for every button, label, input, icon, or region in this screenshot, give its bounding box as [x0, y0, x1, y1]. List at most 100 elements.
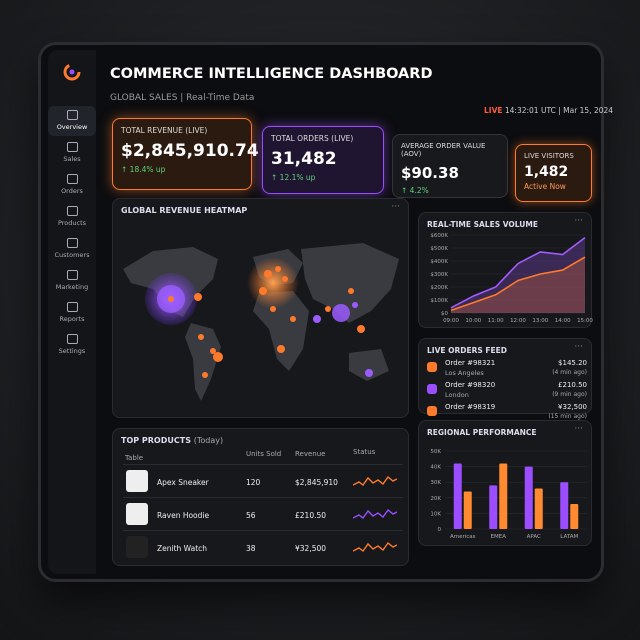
product-thumb: [126, 536, 148, 558]
title-text: TOP PRODUCTS: [121, 436, 191, 445]
hotspot: [365, 369, 373, 377]
subtitle: GLOBAL SALES | Real-Time Data: [110, 93, 255, 103]
x-tick-label: Americas: [450, 534, 476, 540]
cell: $2,845,910: [295, 478, 338, 487]
nav-item[interactable]: Settings: [48, 330, 96, 360]
kpi-card[interactable]: TOTAL REVENUE (LIVE) $2,845,910.74 ↑ 18.4%…: [112, 118, 259, 190]
y-tick-label: $300K: [430, 272, 448, 278]
bar: [489, 485, 498, 529]
x-tick-label: EMEA: [491, 534, 507, 540]
y-tick-label: 0: [438, 527, 442, 533]
order-id: Order #98320: [445, 381, 496, 389]
product-row[interactable]: Apex Sneaker 120 $2,845,910: [123, 464, 403, 497]
sparkline-path: [353, 541, 397, 552]
order-city: London: [445, 391, 469, 399]
cell: Zenith Watch: [157, 544, 208, 553]
order-amount: $145.20: [558, 359, 587, 367]
y-tick-label: 40K: [430, 465, 441, 471]
orders-feed-panel: LIVE ORDERS FEED ··· Order #98321 Los Ange…: [418, 338, 592, 420]
sidebar: Overview Sales Orders Products Customers Mark…: [48, 50, 96, 574]
panel-title: REGIONAL PERFORMANCE: [427, 428, 537, 437]
order-age: (15 min ago): [548, 413, 587, 420]
y-tick-label: $400K: [430, 259, 448, 265]
nav-label: Sales: [63, 155, 81, 163]
cell: 56: [246, 511, 256, 520]
menu[interactable]: ···: [391, 202, 400, 212]
nav-item[interactable]: Customers: [48, 234, 96, 264]
nav-item[interactable]: Marketing: [48, 266, 96, 296]
order-row: Order #98321 Los Angeles $145.20 (4 min ago…: [425, 359, 589, 381]
cell: Apex Sneaker: [157, 478, 209, 487]
line: [450, 256, 586, 312]
product-thumb: [126, 470, 148, 492]
product-thumb: [126, 503, 148, 525]
x-tick-label: 12:00: [510, 318, 526, 324]
product-row[interactable]: Zenith Watch 38 ¥32,500: [123, 530, 403, 563]
heatmap-panel: GLOBAL REVENUE HEATMAP ···: [112, 198, 409, 418]
hotspot: [352, 302, 358, 308]
nav-icon: [66, 206, 78, 216]
nav-icon: [66, 110, 78, 120]
sparkline-path: [353, 508, 397, 519]
nav-label: Reports: [59, 315, 85, 323]
y-tick-label: 50K: [430, 449, 441, 455]
nav-label: Products: [57, 219, 87, 227]
col-head: Revenue: [295, 450, 326, 458]
order-age: (9 min ago): [552, 391, 587, 398]
x-tick-label: 10:00: [465, 318, 481, 324]
kpi-delta: ↑ 18.4% up: [121, 165, 166, 174]
nav-icon: [66, 174, 78, 184]
menu[interactable]: ···: [574, 216, 583, 226]
sales-volume-panel: REAL-TIME SALES VOLUME ··· $0 $100K $200K $3…: [418, 212, 593, 328]
panel-title: GLOBAL REVENUE HEATMAP: [121, 206, 248, 215]
nav-item[interactable]: Reports: [48, 298, 96, 328]
bar: [524, 466, 533, 529]
nav-item[interactable]: Orders: [48, 170, 96, 200]
y-tick-label: $100K: [430, 298, 448, 304]
cell: ¥32,500: [295, 544, 327, 553]
kpi-card[interactable]: TOTAL ORDERS (LIVE) 31,482 ↑ 12.1% up: [262, 126, 384, 194]
nav-item[interactable]: Products: [48, 202, 96, 232]
sparkline: [353, 475, 397, 486]
y-tick-label: $600K: [430, 233, 448, 239]
kpi-card[interactable]: AVERAGE ORDER VALUE (AOV) $90.38 ↑ 4.2%: [392, 134, 508, 198]
hotspots: [194, 266, 365, 378]
hotspot: [168, 296, 174, 302]
bar: [463, 491, 472, 529]
regional-panel: REGIONAL PERFORMANCE ··· 0 10K 20K 30K 40K 50K…: [418, 420, 592, 546]
product-row[interactable]: Raven Hoodie 56 £210.50: [123, 497, 403, 530]
kpi-delta: ↑ 12.1% up: [271, 173, 316, 182]
cell: £210.50: [295, 511, 327, 520]
y-tick-label: $0: [441, 311, 448, 317]
y-tick-label: 10K: [430, 511, 441, 517]
menu[interactable]: ···: [574, 342, 583, 352]
kpi-value: 1,482: [524, 164, 569, 180]
hotspot: [247, 257, 299, 309]
order-city: Los Angeles: [445, 369, 484, 377]
y-tick-label: 20K: [430, 496, 441, 502]
sparkline: [353, 508, 397, 519]
nav-icon: [66, 238, 78, 248]
y-tick-label: 30K: [430, 480, 441, 486]
nav-item[interactable]: Overview: [48, 106, 96, 136]
x-tick-label: 15:00: [577, 318, 593, 324]
x-tick-label: APAC: [527, 534, 541, 540]
timestamp: LIVE 14:32:01 UTC | Mar 15, 2024: [484, 106, 613, 115]
bar: [570, 504, 579, 529]
hotspot: [332, 304, 350, 322]
cell: 120: [246, 478, 261, 487]
live-badge: LIVE: [484, 106, 503, 115]
x-tick-label: 11:00: [488, 318, 504, 324]
nav-icon: [66, 270, 78, 280]
bar: [534, 488, 543, 529]
x-tick-label: LATAM: [560, 534, 578, 540]
kpi-delta: Active Now: [524, 182, 566, 191]
kpi-card[interactable]: LIVE VISITORS 1,482 Active Now: [515, 144, 592, 202]
bar: [560, 482, 569, 529]
nav-icon: [66, 334, 78, 344]
nav-item[interactable]: Sales: [48, 138, 96, 168]
menu[interactable]: ···: [574, 424, 583, 434]
kpi-value: 31,482: [271, 149, 337, 169]
cell: Raven Hoodie: [157, 511, 210, 520]
